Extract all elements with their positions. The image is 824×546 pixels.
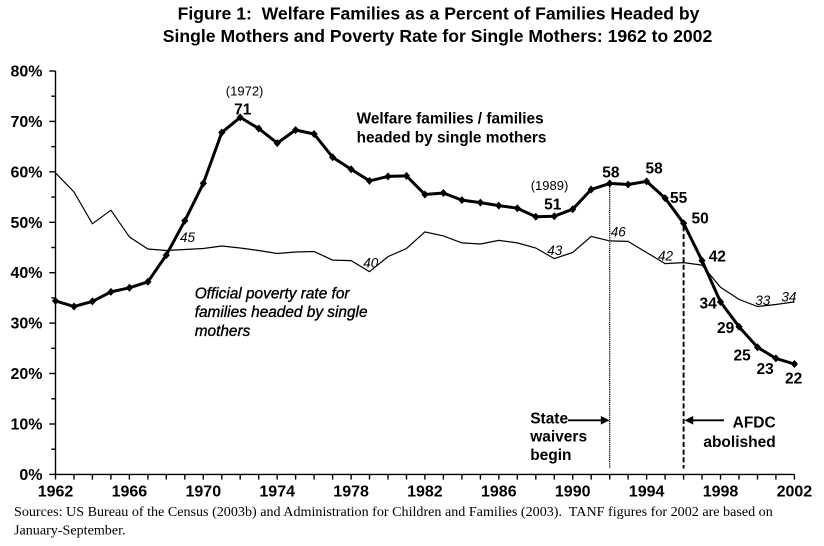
svg-text:22: 22 <box>785 370 802 387</box>
svg-text:0%: 0% <box>19 467 42 484</box>
svg-text:10%: 10% <box>10 417 42 434</box>
svg-text:34: 34 <box>781 290 796 305</box>
svg-text:42: 42 <box>709 248 726 265</box>
svg-text:2002: 2002 <box>777 484 813 501</box>
svg-text:waivers: waivers <box>529 429 587 446</box>
svg-text:46: 46 <box>611 225 627 240</box>
svg-text:60%: 60% <box>10 164 42 181</box>
svg-text:50%: 50% <box>10 215 42 232</box>
svg-text:(1972): (1972) <box>226 84 264 99</box>
svg-text:58: 58 <box>645 161 663 178</box>
svg-text:50: 50 <box>692 211 709 228</box>
svg-text:1994: 1994 <box>629 484 665 501</box>
svg-text:State: State <box>530 410 568 427</box>
svg-text:43: 43 <box>547 243 563 258</box>
svg-text:33: 33 <box>755 293 771 308</box>
svg-text:(1989): (1989) <box>531 178 569 193</box>
svg-text:1970: 1970 <box>186 484 222 501</box>
svg-text:70%: 70% <box>10 114 42 131</box>
svg-text:40%: 40% <box>10 265 42 282</box>
svg-text:begin: begin <box>530 447 571 464</box>
svg-text:80%: 80% <box>10 64 42 81</box>
svg-text:23: 23 <box>757 361 775 378</box>
svg-text:Figure 1: Welfare Families as: Figure 1: Welfare Families as a Percent … <box>178 3 700 23</box>
svg-text:40: 40 <box>363 256 379 271</box>
svg-text:1978: 1978 <box>333 484 369 501</box>
svg-text:1990: 1990 <box>555 484 591 501</box>
svg-text:1962: 1962 <box>38 484 74 501</box>
svg-text:headed by single mothers: headed by single mothers <box>357 130 547 147</box>
svg-text:1982: 1982 <box>407 484 443 501</box>
svg-text:55: 55 <box>670 190 688 207</box>
svg-text:Sources: US Bureau of the Cens: Sources: US Bureau of the Census (2003b)… <box>14 504 773 520</box>
svg-text:Official poverty rate for: Official poverty rate for <box>195 286 351 303</box>
svg-text:1998: 1998 <box>703 484 739 501</box>
svg-text:58: 58 <box>602 164 620 181</box>
svg-text:families headed by single: families headed by single <box>195 304 368 321</box>
svg-text:mothers: mothers <box>195 323 251 340</box>
svg-text:1986: 1986 <box>481 484 517 501</box>
svg-text:45: 45 <box>180 230 196 245</box>
svg-text:abolished: abolished <box>703 434 775 451</box>
svg-text:34: 34 <box>700 295 718 312</box>
svg-text:29: 29 <box>717 320 735 337</box>
svg-text:25: 25 <box>734 347 752 364</box>
svg-text:Welfare families / families: Welfare families / families <box>357 111 544 128</box>
svg-text:71: 71 <box>234 102 252 119</box>
svg-text:Single Mothers and Poverty Rat: Single Mothers and Poverty Rate for Sing… <box>163 26 713 46</box>
svg-text:January-September.: January-September. <box>14 523 126 539</box>
svg-text:51: 51 <box>544 196 562 213</box>
svg-text:42: 42 <box>658 249 674 264</box>
svg-text:AFDC: AFDC <box>733 415 776 432</box>
svg-text:1974: 1974 <box>259 484 295 501</box>
svg-text:1966: 1966 <box>112 484 148 501</box>
svg-text:30%: 30% <box>10 316 42 333</box>
svg-text:20%: 20% <box>10 366 42 383</box>
